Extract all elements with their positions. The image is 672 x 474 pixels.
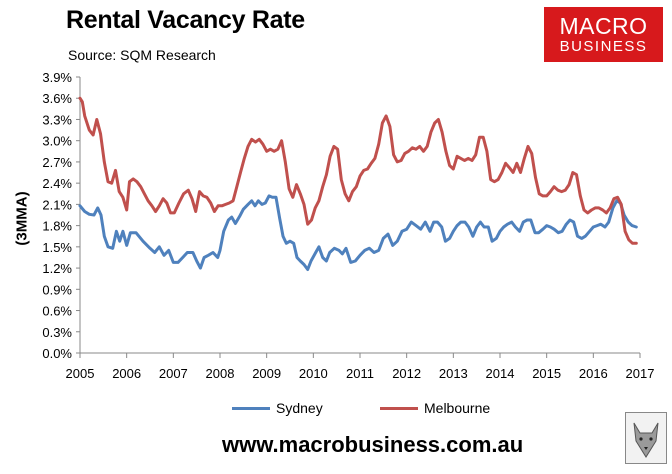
y-tick-label: 1.2% xyxy=(42,261,72,276)
x-tick-label: 2014 xyxy=(486,366,515,381)
x-tick-label: 2005 xyxy=(66,366,95,381)
series-line-sydney xyxy=(78,194,638,271)
x-tick-label: 2011 xyxy=(346,366,374,381)
x-tick-label: 2012 xyxy=(392,366,421,381)
x-tick-label: 2010 xyxy=(299,366,328,381)
chart-title: Rental Vacancy Rate xyxy=(66,6,305,34)
logo-line-2: BUSINESS xyxy=(559,38,648,55)
x-tick-label: 2009 xyxy=(252,366,281,381)
y-tick-label: 2.4% xyxy=(42,176,72,191)
legend-item-sydney: Sydney xyxy=(232,400,323,416)
x-tick-label: 2015 xyxy=(532,366,561,381)
legend-label-sydney: Sydney xyxy=(276,400,323,416)
legend-swatch-sydney xyxy=(232,406,270,410)
y-tick-label: 3.6% xyxy=(42,91,72,106)
wolf-icon xyxy=(625,412,667,464)
y-tick-label: 3.3% xyxy=(42,112,72,127)
x-tick-label: 2007 xyxy=(159,366,188,381)
chart-subtitle: Source: SQM Research xyxy=(68,47,216,63)
x-tick-label: 2017 xyxy=(626,366,655,381)
logo-line-1: MACRO xyxy=(559,13,648,39)
macrobusiness-logo: MACRO BUSINESS xyxy=(544,7,663,62)
legend-item-melbourne: Melbourne xyxy=(380,400,490,416)
y-tick-label: 2.1% xyxy=(42,197,72,212)
y-tick-label: 0.3% xyxy=(42,325,72,340)
y-tick-label: 0.0% xyxy=(42,346,72,361)
y-tick-label: 3.0% xyxy=(42,134,72,149)
legend-swatch-melbourne xyxy=(380,406,418,410)
series-line-melbourne xyxy=(78,96,638,245)
y-tick-label: 2.7% xyxy=(42,155,72,170)
x-tick-label: 2016 xyxy=(579,366,608,381)
x-tick-label: 2013 xyxy=(439,366,468,381)
y-tick-label: 0.6% xyxy=(42,304,72,319)
footer-url: www.macrobusiness.com.au xyxy=(222,432,524,457)
y-tick-label: 0.9% xyxy=(42,282,72,297)
y-tick-label: 1.8% xyxy=(42,219,72,234)
y-tick-label: 1.5% xyxy=(42,240,72,255)
y-tick-label: 3.9% xyxy=(42,70,72,85)
x-tick-label: 2006 xyxy=(112,366,141,381)
legend-label-melbourne: Melbourne xyxy=(424,400,491,416)
x-tick-label: 2008 xyxy=(206,366,235,381)
